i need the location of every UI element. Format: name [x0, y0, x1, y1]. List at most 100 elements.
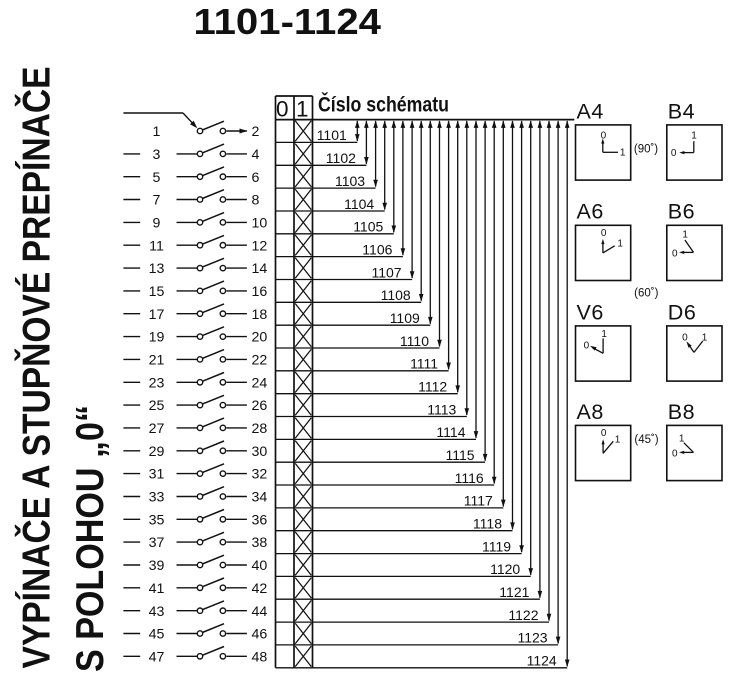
svg-text:6: 6 [252, 170, 260, 186]
svg-text:0: 0 [682, 332, 688, 343]
svg-text:1102: 1102 [326, 150, 356, 166]
svg-text:S POLOHOU „0“: S POLOHOU „0“ [69, 405, 112, 672]
svg-text:1118: 1118 [473, 516, 502, 532]
svg-text:26: 26 [252, 398, 268, 414]
svg-text:1: 1 [153, 124, 161, 140]
svg-text:1113: 1113 [427, 401, 456, 417]
svg-text:45: 45 [149, 627, 165, 643]
svg-text:44: 44 [252, 604, 268, 620]
svg-text:16: 16 [252, 284, 268, 300]
svg-text:14: 14 [252, 261, 268, 277]
svg-text:4: 4 [252, 147, 260, 163]
svg-text:1: 1 [702, 332, 708, 343]
svg-text:28: 28 [252, 421, 268, 437]
svg-text:8: 8 [252, 193, 260, 209]
svg-text:1103: 1103 [335, 173, 365, 189]
svg-text:(60˚): (60˚) [634, 287, 658, 299]
svg-text:34: 34 [252, 490, 268, 506]
svg-text:0: 0 [672, 449, 678, 460]
svg-text:1121: 1121 [499, 584, 529, 600]
svg-text:0: 0 [601, 131, 607, 142]
svg-text:42: 42 [252, 581, 268, 597]
svg-text:VYPÍNAČE A STUPŇOVÉ PREPÍNAČE: VYPÍNAČE A STUPŇOVÉ PREPÍNAČE [14, 67, 59, 669]
svg-text:31: 31 [149, 467, 165, 483]
svg-text:1111: 1111 [410, 356, 438, 372]
svg-text:1107: 1107 [371, 264, 401, 280]
svg-text:1123: 1123 [517, 630, 547, 646]
svg-text:12: 12 [252, 238, 268, 254]
svg-text:2: 2 [252, 124, 260, 140]
svg-text:1: 1 [615, 435, 621, 446]
svg-text:41: 41 [149, 581, 165, 597]
svg-text:20: 20 [252, 330, 268, 346]
svg-text:18: 18 [252, 307, 268, 323]
svg-text:0: 0 [584, 340, 590, 351]
svg-text:1110: 1110 [400, 333, 429, 349]
svg-text:39: 39 [149, 558, 165, 574]
svg-text:35: 35 [149, 512, 165, 528]
svg-text:24: 24 [252, 375, 268, 391]
svg-text:1: 1 [620, 148, 626, 159]
svg-text:1101-1124: 1101-1124 [194, 1, 382, 42]
svg-text:1115: 1115 [446, 447, 475, 463]
svg-text:15: 15 [149, 284, 165, 300]
svg-text:13: 13 [149, 261, 165, 277]
svg-text:V6: V6 [577, 300, 604, 324]
svg-text:38: 38 [252, 535, 268, 551]
svg-text:1120: 1120 [490, 561, 520, 577]
svg-text:33: 33 [149, 490, 165, 506]
svg-text:Číslo schématu: Číslo schématu [318, 93, 449, 117]
svg-text:A4: A4 [577, 99, 604, 123]
svg-text:3: 3 [153, 147, 161, 163]
svg-text:22: 22 [252, 353, 268, 369]
svg-text:1116: 1116 [455, 470, 484, 486]
svg-text:1117: 1117 [464, 493, 493, 509]
svg-text:1112: 1112 [418, 379, 447, 395]
svg-text:1104: 1104 [344, 196, 374, 212]
svg-text:0: 0 [276, 97, 289, 122]
svg-text:21: 21 [149, 353, 165, 369]
svg-text:1109: 1109 [390, 310, 420, 326]
svg-text:11: 11 [149, 238, 164, 254]
svg-text:17: 17 [149, 307, 165, 323]
svg-text:27: 27 [149, 421, 165, 437]
svg-text:1: 1 [601, 329, 607, 340]
svg-text:1124: 1124 [527, 653, 557, 669]
svg-text:1: 1 [617, 238, 623, 249]
svg-text:0: 0 [601, 428, 607, 439]
svg-text:1108: 1108 [381, 287, 411, 303]
svg-text:29: 29 [149, 444, 165, 460]
svg-text:0: 0 [601, 228, 607, 239]
svg-text:(45˚): (45˚) [634, 434, 658, 446]
svg-text:1119: 1119 [482, 538, 511, 554]
svg-text:37: 37 [149, 535, 165, 551]
svg-text:47: 47 [149, 649, 165, 665]
svg-text:40: 40 [252, 558, 268, 574]
svg-text:1: 1 [679, 433, 685, 444]
svg-text:48: 48 [252, 649, 268, 665]
svg-text:1105: 1105 [353, 219, 383, 235]
svg-text:1: 1 [691, 131, 697, 142]
svg-text:9: 9 [153, 216, 161, 232]
svg-text:A6: A6 [577, 200, 604, 224]
svg-text:1: 1 [296, 97, 309, 122]
svg-text:43: 43 [149, 604, 165, 620]
svg-text:1101: 1101 [317, 127, 347, 143]
svg-text:(90˚): (90˚) [634, 143, 658, 155]
svg-text:36: 36 [252, 512, 268, 528]
svg-text:23: 23 [149, 375, 165, 391]
svg-text:B4: B4 [668, 99, 695, 123]
svg-text:32: 32 [252, 467, 268, 483]
svg-text:10: 10 [252, 216, 268, 232]
svg-text:19: 19 [149, 330, 165, 346]
svg-text:1122: 1122 [508, 607, 538, 623]
svg-text:B8: B8 [668, 400, 695, 424]
svg-text:1114: 1114 [436, 424, 465, 440]
svg-text:0: 0 [671, 148, 677, 159]
svg-text:7: 7 [153, 193, 161, 209]
svg-text:1106: 1106 [362, 241, 392, 257]
svg-text:B6: B6 [668, 200, 695, 224]
svg-text:46: 46 [252, 627, 268, 643]
svg-text:A8: A8 [577, 400, 604, 424]
svg-text:D6: D6 [668, 300, 696, 324]
